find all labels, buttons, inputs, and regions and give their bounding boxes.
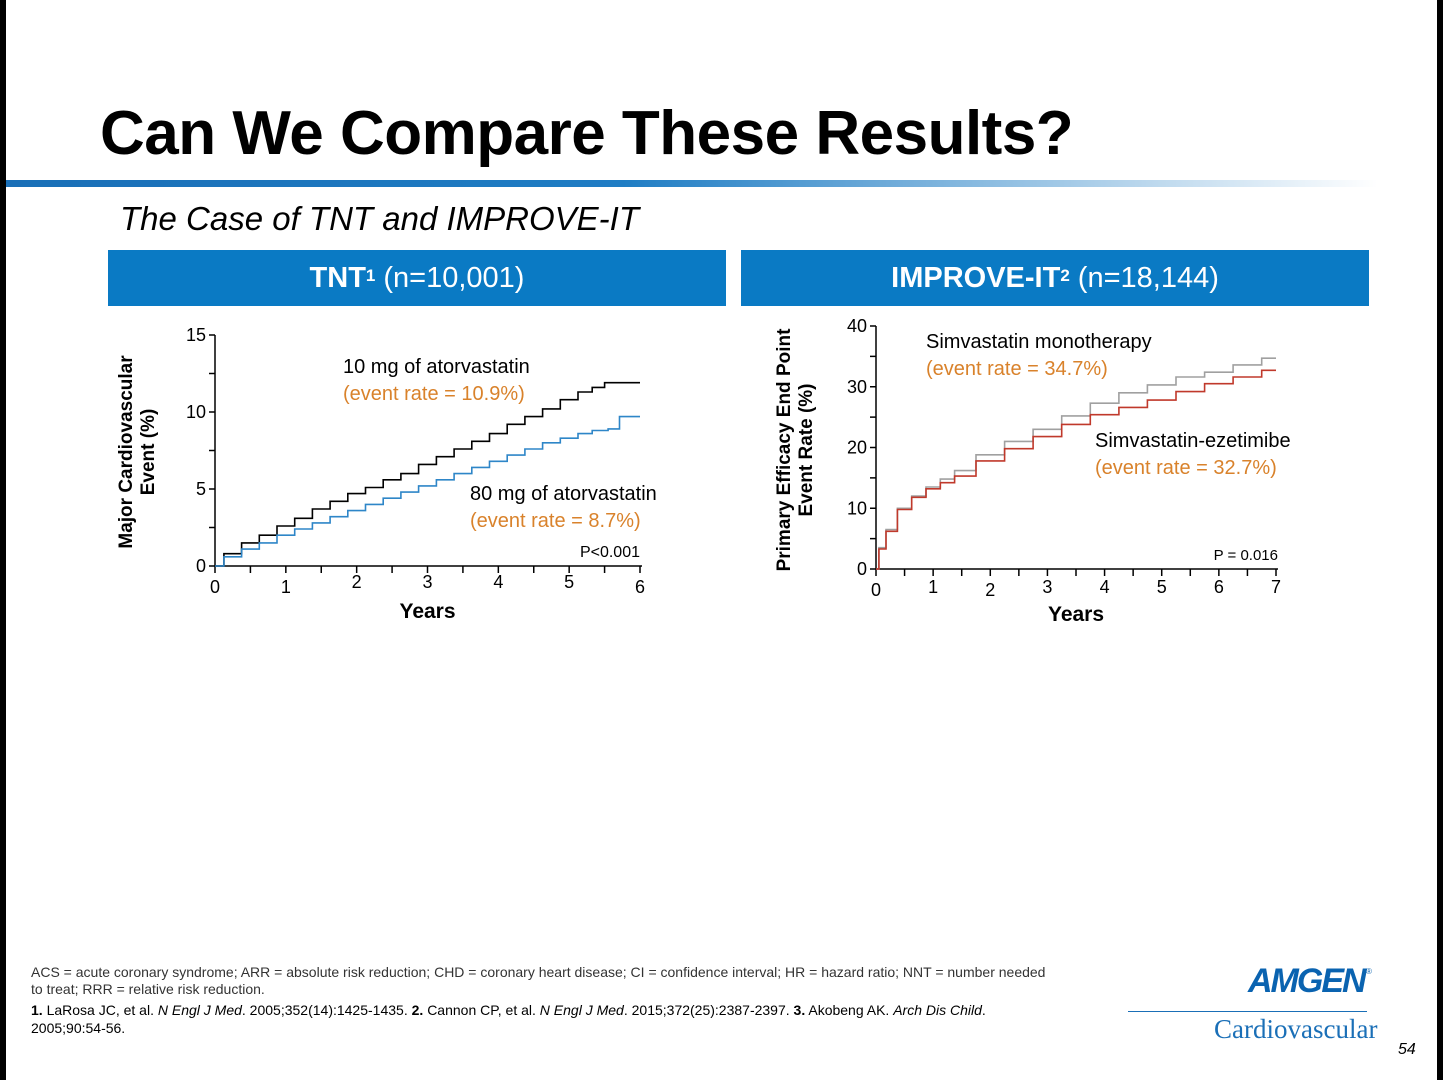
improve-series-line-0 [876, 357, 1276, 570]
improve-x-tick-label: 1 [928, 577, 938, 597]
improve-y-tick-label: 0 [857, 559, 867, 579]
tnt-y-tick-label: 5 [196, 479, 206, 499]
tnt-x-tick-label: 1 [281, 577, 291, 597]
tnt-y-axis-title: Major CardiovascularEvent (%) [116, 355, 159, 549]
improve-x-tick-label: 2 [985, 580, 995, 600]
ref-1-authors: LaRosa JC, et al. [46, 1002, 154, 1018]
improve-x-axis-title: Years [1048, 603, 1104, 626]
panel-header-improve-it-n: (n=18,144) [1077, 261, 1219, 294]
slide-title: Can We Compare These Results? [100, 99, 1074, 168]
improve-series-event-rate-0: (event rate = 34.7%) [926, 358, 1108, 380]
improve-x-tick-label: 5 [1157, 577, 1167, 597]
ref-2-cite: . 2015;372(25):2387-2397. [623, 1002, 790, 1018]
ref-1-journal: N Engl J Med [157, 1002, 242, 1018]
improve-series-label-0: Simvastatin monotherapy [926, 331, 1152, 353]
ref-3-authors: Akobeng AK. [808, 1002, 890, 1018]
references-line-2: 2005;90:54-56. [31, 1020, 126, 1036]
improve-series-event-rate-1: (event rate = 32.7%) [1095, 457, 1277, 479]
improve-x-tick-label: 7 [1271, 577, 1281, 597]
tnt-series-label-1: 80 mg of atorvastatin [470, 483, 657, 505]
improve-x-tick-label: 0 [871, 580, 881, 600]
tnt-series-event-rate-1: (event rate = 8.7%) [470, 510, 641, 532]
ref-2-journal: N Engl J Med [539, 1002, 624, 1018]
improve-x-tick-label: 4 [1100, 577, 1110, 597]
registered-mark: ® [1366, 967, 1372, 976]
tnt-x-tick-label: 3 [422, 572, 432, 592]
ref-3-journal: Arch Dis Child [893, 1002, 982, 1018]
tnt-y-tick-label: 10 [186, 402, 206, 422]
tnt-y-tick-label: 0 [196, 556, 206, 576]
improve-y-tick-label: 10 [847, 498, 867, 518]
references-line-1: 1. LaRosa JC, et al. N Engl J Med. 2005;… [31, 1001, 1151, 1019]
page-number: 54 [1398, 1041, 1416, 1058]
tnt-series-event-rate-0: (event rate = 10.9%) [343, 383, 525, 405]
improve-x-tick-label: 3 [1042, 577, 1052, 597]
abbreviations-line-1: ACS = acute coronary syndrome; ARR = abs… [31, 964, 1046, 980]
ref-1-num: 1. [31, 1002, 43, 1018]
cardiovascular-logo-text: Cardiovascular [1214, 1014, 1378, 1044]
panel-header-tnt-n: (n=10,001) [383, 261, 525, 294]
improve-y-tick-label: 40 [847, 316, 867, 336]
ref-3-num: 3. [793, 1002, 806, 1018]
ref-3-cite: . [981, 1002, 986, 1018]
panel-header-improve-it: IMPROVE-IT 2 (n=18,144) [741, 250, 1369, 306]
panel-header-tnt: TNT 1 (n=10,001) [108, 250, 726, 306]
panel-header-tnt-ref: 1 [365, 266, 376, 285]
abbreviations-line-2: to treat; RRR = relative risk reduction. [31, 981, 265, 997]
tnt-x-tick-label: 0 [210, 577, 220, 597]
ref-2-authors: Cannon CP, et al. [427, 1002, 536, 1018]
amgen-logo: AMGEN [1248, 962, 1367, 1000]
panel-header-tnt-name: TNT [309, 261, 366, 294]
reference-divider [1128, 1011, 1367, 1012]
slide-edge-right [1437, 0, 1443, 1080]
tnt-y-tick-label: 15 [186, 325, 206, 345]
tnt-series-line-1 [215, 415, 640, 567]
tnt-x-tick-label: 4 [493, 572, 503, 592]
tnt-series-line-0 [215, 381, 640, 567]
tnt-series-label-0: 10 mg of atorvastatin [343, 356, 530, 378]
improve-y-axis-title: Primary Efficacy End PointEvent Rate (%) [774, 328, 817, 572]
panel-header-improve-it-name: IMPROVE-IT [891, 261, 1061, 294]
improve-y-axis-title-line: Event Rate (%) [796, 383, 817, 516]
slide-subtitle: The Case of TNT and IMPROVE-IT [120, 200, 639, 237]
improve-y-tick-label: 20 [847, 438, 867, 458]
abbreviations-footnote: ACS = acute coronary syndrome; ARR = abs… [31, 964, 1211, 998]
ref-1-cite: . 2005;352(14):1425-1435. [241, 1002, 408, 1018]
title-rule [6, 180, 1378, 187]
tnt-x-tick-label: 5 [564, 572, 574, 592]
improve-series-label-1: Simvastatin-ezetimibe [1095, 430, 1291, 452]
slide-edge-left [0, 0, 6, 1080]
tnt-x-axis-title: Years [399, 600, 455, 623]
panel-header-improve-it-ref: 2 [1060, 266, 1070, 285]
improve-p-value: P = 0.016 [1214, 547, 1278, 564]
tnt-x-tick-label: 2 [352, 572, 362, 592]
tnt-y-axis-title-line: Major Cardiovascular [116, 355, 137, 549]
improve-series-line-1 [876, 369, 1276, 570]
improve-y-axis-title-line: Primary Efficacy End Point [774, 328, 795, 572]
tnt-y-axis-title-line: Event (%) [138, 409, 159, 496]
tnt-p-value: P<0.001 [580, 544, 640, 561]
improve-x-tick-label: 6 [1214, 577, 1224, 597]
improve-y-tick-label: 30 [847, 377, 867, 397]
references: 1. LaRosa JC, et al. N Engl J Med. 2005;… [31, 1001, 1151, 1037]
ref-2-num: 2. [411, 1002, 424, 1018]
tnt-x-tick-label: 6 [635, 577, 645, 597]
